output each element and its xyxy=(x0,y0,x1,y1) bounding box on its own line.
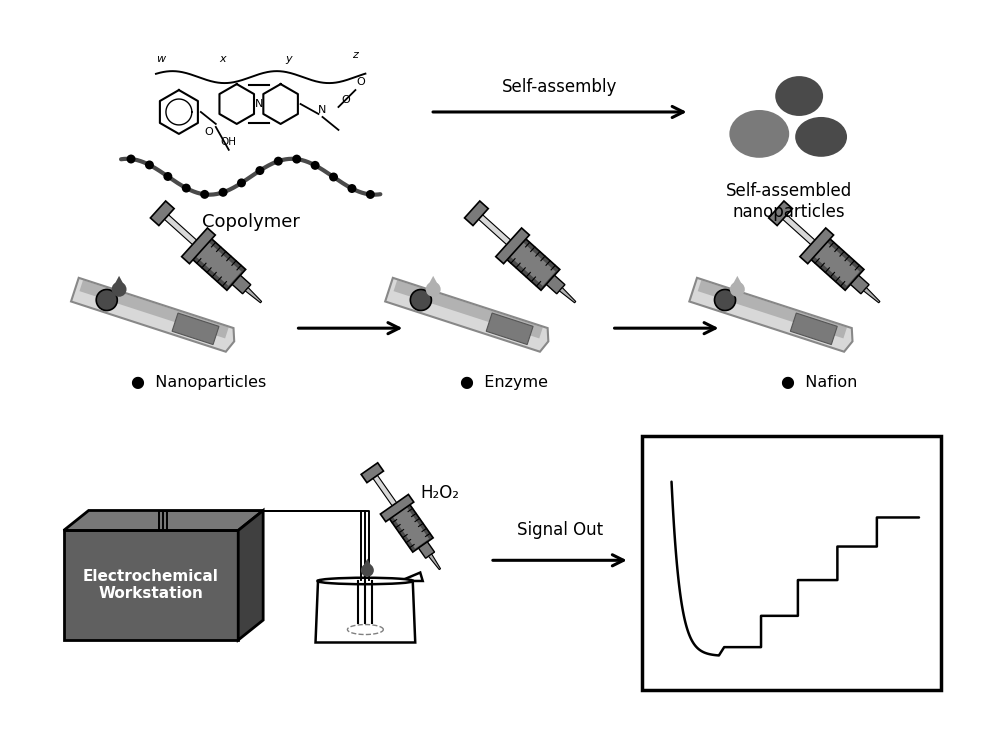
Text: N: N xyxy=(318,105,327,115)
Polygon shape xyxy=(472,209,512,245)
Polygon shape xyxy=(369,469,398,507)
Polygon shape xyxy=(318,601,413,641)
Text: O: O xyxy=(341,95,350,105)
Circle shape xyxy=(714,289,736,310)
Text: H₂O₂: H₂O₂ xyxy=(420,483,459,501)
Text: O: O xyxy=(356,77,365,87)
Polygon shape xyxy=(418,542,435,558)
Polygon shape xyxy=(150,201,174,225)
Polygon shape xyxy=(389,502,429,548)
Polygon shape xyxy=(496,228,529,263)
Text: Self-assembly: Self-assembly xyxy=(502,78,618,96)
Text: OH: OH xyxy=(221,137,237,147)
Text: N: N xyxy=(254,99,263,109)
Circle shape xyxy=(410,289,431,310)
Polygon shape xyxy=(380,495,414,521)
Polygon shape xyxy=(776,209,816,245)
Circle shape xyxy=(127,154,136,163)
Polygon shape xyxy=(385,278,548,351)
Circle shape xyxy=(311,161,320,170)
Polygon shape xyxy=(505,237,556,286)
Text: w: w xyxy=(156,54,166,64)
Polygon shape xyxy=(769,201,792,225)
Circle shape xyxy=(163,172,172,181)
Polygon shape xyxy=(64,510,263,530)
Circle shape xyxy=(347,184,356,193)
Polygon shape xyxy=(158,209,198,245)
Circle shape xyxy=(426,282,441,297)
Circle shape xyxy=(96,289,117,310)
Text: ●  Nanoparticles: ● Nanoparticles xyxy=(131,375,266,390)
Text: y: y xyxy=(285,54,292,64)
Circle shape xyxy=(274,157,283,166)
Polygon shape xyxy=(385,498,433,552)
Text: O: O xyxy=(204,127,213,137)
FancyBboxPatch shape xyxy=(642,436,941,690)
Polygon shape xyxy=(400,572,423,581)
Circle shape xyxy=(361,564,374,577)
Polygon shape xyxy=(238,510,263,640)
Polygon shape xyxy=(245,288,262,303)
Ellipse shape xyxy=(775,76,823,116)
Polygon shape xyxy=(428,554,441,570)
Circle shape xyxy=(145,160,154,169)
Circle shape xyxy=(329,172,338,181)
Polygon shape xyxy=(361,463,383,483)
Polygon shape xyxy=(689,278,852,351)
Polygon shape xyxy=(172,313,219,345)
Ellipse shape xyxy=(795,117,847,157)
Polygon shape xyxy=(850,275,869,294)
Polygon shape xyxy=(71,278,234,351)
Polygon shape xyxy=(186,233,246,290)
Text: ●  Nafion: ● Nafion xyxy=(781,375,858,390)
Ellipse shape xyxy=(318,577,413,584)
Circle shape xyxy=(182,184,191,192)
Polygon shape xyxy=(800,228,834,263)
Polygon shape xyxy=(182,228,215,263)
Polygon shape xyxy=(809,237,860,286)
Ellipse shape xyxy=(729,110,789,158)
Polygon shape xyxy=(559,288,576,303)
Text: x: x xyxy=(219,54,226,64)
Polygon shape xyxy=(864,288,880,303)
Polygon shape xyxy=(790,313,837,345)
Text: Signal Out: Signal Out xyxy=(517,521,603,539)
Circle shape xyxy=(237,178,246,187)
Polygon shape xyxy=(79,280,229,339)
Polygon shape xyxy=(316,581,415,642)
Polygon shape xyxy=(394,280,543,339)
Polygon shape xyxy=(805,233,864,290)
Polygon shape xyxy=(486,313,533,345)
Polygon shape xyxy=(363,559,372,567)
Text: z: z xyxy=(352,50,358,60)
Circle shape xyxy=(292,154,301,163)
Polygon shape xyxy=(232,275,251,294)
Polygon shape xyxy=(546,275,565,294)
Text: Electrochemical
Workstation: Electrochemical Workstation xyxy=(83,569,219,601)
Circle shape xyxy=(255,166,264,175)
Polygon shape xyxy=(465,201,488,225)
Circle shape xyxy=(112,282,127,297)
Circle shape xyxy=(219,188,228,197)
Polygon shape xyxy=(428,276,438,286)
Polygon shape xyxy=(191,237,241,286)
Text: Self-assembled
nanoparticles: Self-assembled nanoparticles xyxy=(726,182,852,221)
Polygon shape xyxy=(698,280,847,339)
FancyBboxPatch shape xyxy=(64,530,238,640)
Text: Copolymer: Copolymer xyxy=(202,213,300,231)
Circle shape xyxy=(200,190,209,199)
Polygon shape xyxy=(501,233,560,290)
Polygon shape xyxy=(732,276,743,286)
Circle shape xyxy=(730,282,745,297)
Circle shape xyxy=(366,190,375,199)
Text: ●  Enzyme: ● Enzyme xyxy=(460,375,548,390)
Polygon shape xyxy=(114,276,124,286)
